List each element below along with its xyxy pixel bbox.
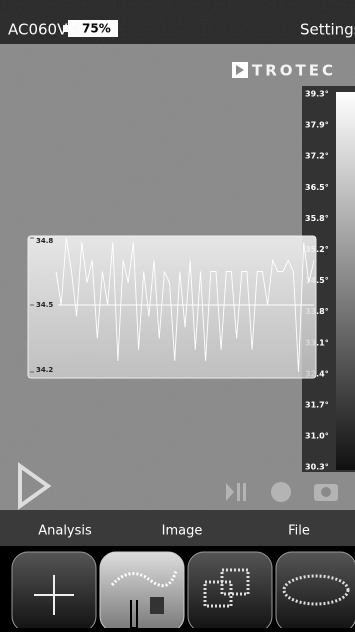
profile-tick-label: 34.5 bbox=[36, 301, 53, 309]
tab[interactable]: Image bbox=[162, 524, 203, 539]
color-scale bbox=[336, 92, 355, 470]
logo: TROTEC bbox=[252, 62, 336, 80]
scale-label: 30.3° bbox=[305, 463, 329, 472]
scale-label: 37.9° bbox=[305, 121, 329, 130]
profile-panel bbox=[28, 236, 316, 378]
camera-lens bbox=[321, 487, 331, 497]
pause-bar bbox=[243, 483, 246, 501]
ellipse-tool[interactable] bbox=[276, 552, 355, 628]
scale-label: 39.3° bbox=[305, 90, 329, 99]
profile-tick-label: 34.2 bbox=[36, 366, 53, 374]
pause-bar bbox=[237, 483, 240, 501]
line-tool[interactable] bbox=[100, 552, 184, 628]
battery-level: 75% bbox=[82, 22, 111, 36]
record-icon[interactable] bbox=[271, 482, 291, 502]
profile-tick-label: 34.8 bbox=[36, 237, 53, 245]
device-name: AC060V bbox=[8, 21, 68, 39]
scale-label: 36.5° bbox=[305, 183, 329, 192]
screen: AC060V 75% Settings TROTEC 39.3° 37.9° 37.… bbox=[0, 0, 355, 628]
scale-label: 35.8° bbox=[305, 214, 329, 223]
tab[interactable]: File bbox=[288, 524, 310, 539]
page: AC060V 75% Settings TROTEC 39.3° 37.9° 37.… bbox=[0, 0, 355, 628]
scale-label: 31.7° bbox=[305, 401, 329, 410]
settings-button[interactable]: Settings bbox=[300, 21, 355, 39]
tab[interactable]: Analysis bbox=[38, 524, 92, 539]
scale-label: 37.2° bbox=[305, 152, 329, 161]
trash-icon bbox=[150, 597, 164, 614]
battery-nub bbox=[63, 25, 68, 32]
scale-label: 31.0° bbox=[305, 432, 329, 441]
